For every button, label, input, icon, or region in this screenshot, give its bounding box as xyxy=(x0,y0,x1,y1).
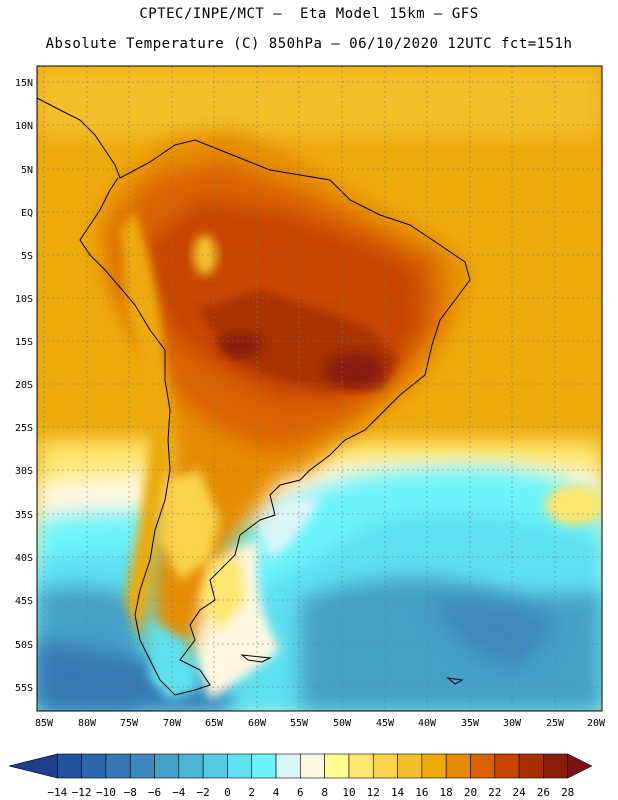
lat-label: 35S xyxy=(15,510,33,521)
lat-label: 20S xyxy=(15,380,33,391)
lon-label: 65W xyxy=(205,718,224,729)
lat-label: 30S xyxy=(15,466,33,477)
map-title-line-1: CPTEC/INPE/MCT – Eta Model 15km – GFS xyxy=(139,6,479,22)
colorbar-label: 24 xyxy=(512,786,526,799)
lon-label: 40W xyxy=(418,718,437,729)
colorbar-label: 26 xyxy=(537,786,550,799)
colorbar-swatch xyxy=(178,753,204,779)
colorbar-label: 28 xyxy=(561,786,574,799)
lat-label: 50S xyxy=(15,640,33,651)
colorbar-swatch xyxy=(275,753,301,779)
colorbar-swatch xyxy=(300,753,325,779)
colorbar-label: 22 xyxy=(488,786,501,799)
lon-label: 50W xyxy=(333,718,352,729)
colorbar-label: −4 xyxy=(172,786,186,799)
lon-label: 35W xyxy=(461,718,480,729)
lat-label: EQ xyxy=(21,208,33,219)
lon-label: 20W xyxy=(587,718,606,729)
colorbar-label: 0 xyxy=(224,786,231,799)
colorbar-swatch xyxy=(57,753,82,779)
lat-label: 10N xyxy=(15,121,33,132)
lat-label: 10S xyxy=(15,294,33,305)
lon-label: 70W xyxy=(163,718,182,729)
colorbar-label: −14 xyxy=(47,786,67,799)
longitude-labels: 85W 80W 75W 70W 65W 60W 55W 50W 45W 40W … xyxy=(35,718,606,729)
colorbar-swatch xyxy=(518,753,544,779)
lat-label: 25S xyxy=(15,423,33,434)
lon-label: 55W xyxy=(290,718,309,729)
plot-frame xyxy=(36,65,603,712)
lat-label: 40S xyxy=(15,553,33,564)
lat-label: 45S xyxy=(15,596,33,607)
colorbar-label: 6 xyxy=(297,786,304,799)
lon-label: 75W xyxy=(120,718,139,729)
colorbar-label: 2 xyxy=(248,786,255,799)
temperature-field xyxy=(37,66,602,711)
colorbar-label: 8 xyxy=(321,786,328,799)
colorbar-swatch xyxy=(543,753,568,779)
colorbar-swatch xyxy=(154,753,180,779)
colorbar-swatch xyxy=(129,753,155,779)
lat-label: 5N xyxy=(21,165,33,176)
colorbar-swatch xyxy=(470,753,496,779)
colorbar-swatch xyxy=(202,753,228,779)
colorbar-label: 18 xyxy=(440,786,453,799)
lon-label: 30W xyxy=(503,718,522,729)
colorbar: −14 −12 −10 −8 −6 −4 −2 0 2 4 6 8 10 12 14 16 18 20 22 24 26… xyxy=(8,753,593,799)
colorbar-swatch xyxy=(81,753,107,779)
colorbar-swatch xyxy=(445,753,471,779)
colorbar-swatch xyxy=(251,753,277,779)
colorbar-swatch xyxy=(348,753,374,779)
colorbar-label: −12 xyxy=(72,786,92,799)
lon-label: 80W xyxy=(78,718,97,729)
coastline xyxy=(37,97,471,696)
graticule xyxy=(37,66,602,711)
colorbar-swatch xyxy=(324,753,350,779)
colorbar-label: 14 xyxy=(391,786,405,799)
colorbar-swatch xyxy=(227,753,253,779)
colorbar-label: −8 xyxy=(124,786,137,799)
lat-label: 15N xyxy=(15,78,33,89)
map-title-line-2: Absolute Temperature (C) 850hPa – 06/10/… xyxy=(45,36,573,52)
colorbar-label: −6 xyxy=(148,786,161,799)
colorbar-swatch xyxy=(494,753,520,779)
colorbar-swatch xyxy=(421,753,447,779)
lon-label: 25W xyxy=(546,718,565,729)
latitude-labels: 15N 10N 5N EQ 5S 10S 15S 20S 25S 30S 35S… xyxy=(15,78,33,694)
colorbar-label: 12 xyxy=(367,786,380,799)
lon-label: 85W xyxy=(35,718,54,729)
colorbar-swatch xyxy=(8,753,58,779)
colorbar-label: −10 xyxy=(96,786,116,799)
colorbar-label: 16 xyxy=(415,786,428,799)
lat-label: 55S xyxy=(15,683,33,694)
lat-label: 15S xyxy=(15,337,33,348)
colorbar-label: 10 xyxy=(342,786,355,799)
colorbar-swatch xyxy=(567,753,593,779)
colorbar-swatch xyxy=(372,753,398,779)
colorbar-swatch xyxy=(397,753,423,779)
colorbar-label: −2 xyxy=(197,786,210,799)
colorbar-label: 4 xyxy=(273,786,280,799)
colorbar-swatch xyxy=(105,753,131,779)
colorbar-label: 20 xyxy=(464,786,477,799)
lon-label: 60W xyxy=(248,718,267,729)
lat-label: 5S xyxy=(21,251,33,262)
lon-label: 45W xyxy=(376,718,395,729)
